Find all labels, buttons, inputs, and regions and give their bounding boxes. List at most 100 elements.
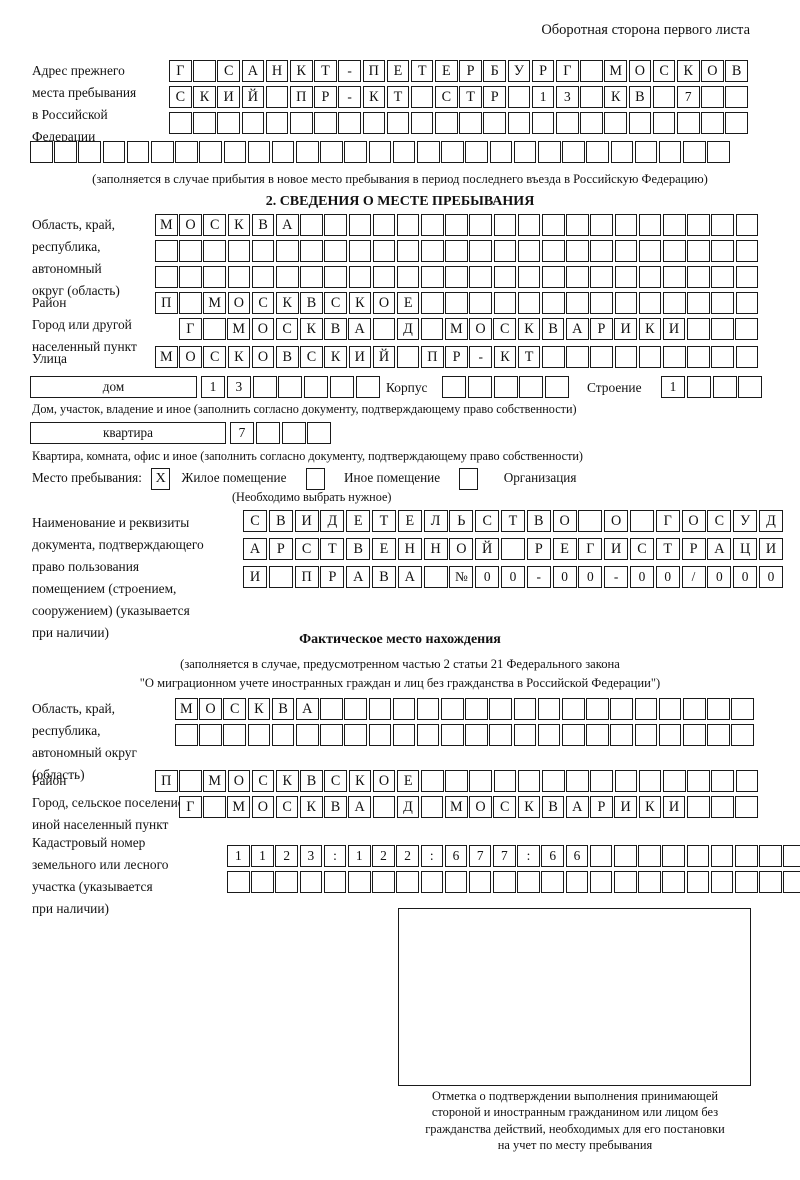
korpus-cells[interactable] — [442, 376, 570, 398]
actual-region-row-1-cell-21[interactable] — [658, 698, 682, 720]
doc-row-1-cell-17[interactable]: Г — [655, 510, 680, 532]
actual-district-cell-11[interactable]: Е — [396, 770, 420, 792]
stay-district-cell-1[interactable]: П — [155, 292, 178, 314]
doc-row-3-cell-20[interactable]: 0 — [733, 566, 758, 588]
stay-region-row-1-cell-20[interactable] — [614, 214, 638, 236]
prev-address-row-1-cell-15[interactable]: У — [507, 60, 531, 82]
house-cell-6[interactable] — [329, 376, 354, 398]
doc-row-3-cell-16[interactable]: 0 — [629, 566, 654, 588]
actual-city-cell-6[interactable]: К — [299, 796, 323, 818]
stay-region-row-3-cell-2[interactable] — [179, 266, 202, 288]
stay-region-row-3-cell-3[interactable] — [203, 266, 226, 288]
prev-address-row-4-cell-8[interactable] — [199, 141, 222, 163]
flat-cell-3[interactable] — [281, 422, 306, 444]
stay-region-row-1-cell-1[interactable]: М — [155, 214, 178, 236]
stroenie-cell-2[interactable] — [686, 376, 711, 398]
actual-district-cell-23[interactable] — [687, 770, 710, 792]
stay-region-row-3-cell-23[interactable] — [687, 266, 710, 288]
stay-region-row-1-cell-5[interactable]: В — [251, 214, 275, 236]
stay-region-row-2-cell-8[interactable] — [324, 240, 347, 262]
prev-address-row-4-cell-16[interactable] — [392, 141, 416, 163]
stay-region-row-1-cell-3[interactable]: С — [203, 214, 226, 236]
cadastral-row-1-cell-13[interactable]: : — [517, 845, 540, 867]
stroenie-cells[interactable]: 1 — [661, 376, 763, 398]
house-cell-2[interactable]: 3 — [226, 376, 251, 398]
stay-region-row-1-cell-16[interactable] — [517, 214, 541, 236]
stay-city-cell-16[interactable]: В — [541, 318, 565, 340]
prev-address-row-1-cell-18[interactable] — [580, 60, 603, 82]
stay-region-row-2-cell-18[interactable] — [566, 240, 589, 262]
actual-district-cell-10[interactable]: О — [372, 770, 396, 792]
stay-district-cell-13[interactable] — [445, 292, 468, 314]
stay-region-row-2-cell-11[interactable] — [396, 240, 420, 262]
stay-region-row-2-cell-6[interactable] — [275, 240, 299, 262]
actual-region-row-2-cell-18[interactable] — [586, 724, 609, 746]
actual-region-row-2[interactable] — [175, 724, 756, 746]
cadastral-row-1-cell-21[interactable] — [710, 845, 734, 867]
stay-region-row-3-cell-19[interactable] — [590, 266, 613, 288]
actual-city-cell-19[interactable]: И — [614, 796, 637, 818]
prev-address-row-3-cell-13[interactable] — [459, 112, 482, 134]
prev-address-row-3-cell-11[interactable] — [410, 112, 434, 134]
stay-region-row-1-cell-2[interactable]: О — [179, 214, 202, 236]
doc-row-2-cell-16[interactable]: С — [629, 538, 654, 560]
cadastral-row-2-cell-24[interactable] — [783, 871, 800, 893]
actual-district-cell-17[interactable] — [542, 770, 565, 792]
actual-city-cell-10[interactable]: Д — [396, 796, 420, 818]
cadastral-row-1-cell-16[interactable] — [589, 845, 613, 867]
actual-region-row-2-cell-16[interactable] — [537, 724, 561, 746]
doc-row-1-cell-16[interactable] — [629, 510, 654, 532]
stay-region-row-2-cell-19[interactable] — [590, 240, 613, 262]
stay-region-row-2-cell-20[interactable] — [614, 240, 638, 262]
stay-region-row-1-cell-11[interactable] — [396, 214, 420, 236]
stay-region-row-3-cell-25[interactable] — [735, 266, 759, 288]
stay-district-cell-3[interactable]: М — [203, 292, 226, 314]
stroenie-cell-4[interactable] — [738, 376, 763, 398]
doc-row-2-cell-6[interactable]: Е — [371, 538, 396, 560]
actual-region-row-1-cell-4[interactable]: К — [247, 698, 271, 720]
doc-row-2-cell-17[interactable]: Т — [655, 538, 680, 560]
stay-district-cell-23[interactable] — [687, 292, 710, 314]
actual-region-row-1-cell-15[interactable] — [513, 698, 537, 720]
actual-district-cell-6[interactable]: К — [275, 770, 299, 792]
doc-row-2-cell-9[interactable]: О — [449, 538, 474, 560]
actual-district-cell-24[interactable] — [711, 770, 734, 792]
prev-address-row-4-cell-19[interactable] — [465, 141, 488, 163]
actual-region-row-1-cell-19[interactable] — [610, 698, 633, 720]
prev-address-row-4-cell-12[interactable] — [296, 141, 319, 163]
flat-number-cells[interactable]: 7 — [230, 422, 332, 444]
actual-region-row-2-cell-4[interactable] — [247, 724, 271, 746]
doc-row-3-cell-6[interactable]: В — [371, 566, 396, 588]
prev-address-row-1-cell-7[interactable]: Т — [314, 60, 337, 82]
cadastral-row-2-cell-10[interactable] — [444, 871, 468, 893]
doc-row-1-cell-7[interactable]: Е — [397, 510, 422, 532]
prev-address-row-4-cell-6[interactable] — [150, 141, 174, 163]
stay-city-cell-15[interactable]: К — [517, 318, 541, 340]
doc-row-2-cell-21[interactable]: И — [758, 538, 783, 560]
doc-row-3-cell-15[interactable]: - — [604, 566, 629, 588]
prev-address-row-4[interactable] — [30, 141, 731, 163]
doc-row-1-cell-5[interactable]: Е — [346, 510, 371, 532]
stay-city-cell-9[interactable] — [372, 318, 396, 340]
actual-region-row-1-cell-13[interactable] — [465, 698, 488, 720]
prev-address-row-4-cell-23[interactable] — [562, 141, 585, 163]
actual-region-row-1-cell-1[interactable]: М — [175, 698, 198, 720]
cadastral-row-2-cell-7[interactable] — [372, 871, 395, 893]
stay-district-cell-19[interactable] — [590, 292, 613, 314]
actual-region-row-2-cell-2[interactable] — [199, 724, 222, 746]
stay-street-cell-22[interactable] — [662, 346, 686, 368]
cadastral-row-1-cell-24[interactable] — [783, 845, 800, 867]
doc-row-1-cell-12[interactable]: В — [526, 510, 551, 532]
stay-region-row-3-cell-13[interactable] — [445, 266, 468, 288]
doc-row-2-cell-10[interactable]: Й — [475, 538, 500, 560]
stay-district-cell-6[interactable]: К — [275, 292, 299, 314]
actual-city-cell-7[interactable]: В — [324, 796, 347, 818]
doc-row-1-cell-15[interactable]: О — [604, 510, 629, 532]
cadastral-row-2-cell-18[interactable] — [638, 871, 661, 893]
stay-region-row-1-cell-21[interactable] — [638, 214, 662, 236]
stay-street-cell-24[interactable] — [711, 346, 734, 368]
